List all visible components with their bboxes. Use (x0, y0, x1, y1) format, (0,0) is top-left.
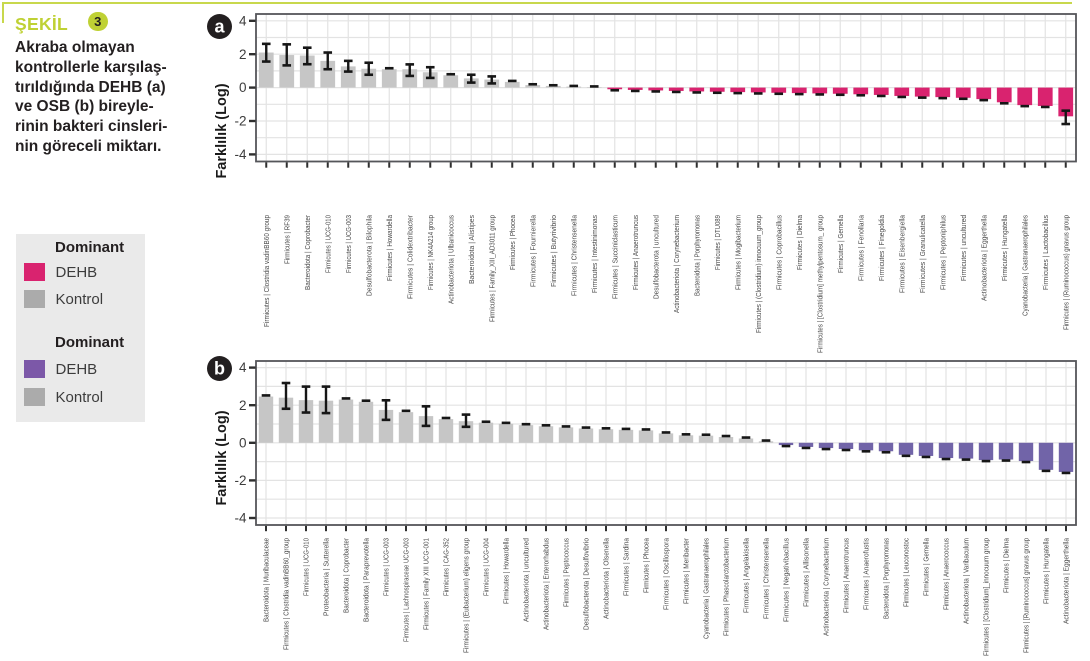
svg-text:Firmicutes | Allisonella: Firmicutes | Allisonella (802, 537, 811, 607)
svg-text:Firmicutes | Hungatella: Firmicutes | Hungatella (1000, 214, 1009, 281)
svg-text:Cyanobacteria | Gastranaerophi: Cyanobacteria | Gastranaerophilales (702, 538, 711, 639)
svg-text:Firmicutes | (Clostridium) inn: Firmicutes | (Clostridium) innocuum_grou… (754, 215, 763, 333)
svg-text:Actinobacteriota | Enterorhabd: Actinobacteriota | Enterorhabdus (542, 538, 551, 630)
svg-text:Firmicutes | Lachnospiraceae U: Firmicutes | Lachnospiraceae UCG-003 (402, 538, 411, 642)
svg-text:Firmicutes | Lactobacillus: Firmicutes | Lactobacillus (1041, 215, 1050, 290)
svg-text:Firmicutes | Oscillospora: Firmicutes | Oscillospora (662, 537, 671, 610)
svg-text:Actinobacteriota | uncultured: Actinobacteriota | uncultured (522, 538, 531, 622)
svg-text:Firmicutes | Anaerotruncus: Firmicutes | Anaerotruncus (631, 215, 640, 290)
svg-text:Firmicutes | Dielma: Firmicutes | Dielma (795, 214, 804, 270)
svg-text:Firmicutes | [Ruminococcus] gn: Firmicutes | [Ruminococcus] gnavus group (1022, 538, 1031, 653)
svg-text:4: 4 (239, 13, 247, 28)
svg-text:-4: -4 (234, 511, 246, 526)
svg-text:Firmicutes | Finegoldia: Firmicutes | Finegoldia (877, 214, 886, 281)
svg-text:Firmicutes | CAG-352: Firmicutes | CAG-352 (442, 538, 451, 596)
svg-text:2: 2 (239, 47, 247, 62)
svg-text:2: 2 (239, 398, 247, 413)
svg-text:Firmicutes | Phascolarctobacte: Firmicutes | Phascolarctobacterium (722, 538, 731, 636)
svg-text:Firmicutes | Angelakisella: Firmicutes | Angelakisella (742, 537, 751, 613)
svg-text:Firmicutes | Gemella: Firmicutes | Gemella (836, 214, 845, 273)
svg-text:Firmicutes | NK4A214 group: Firmicutes | NK4A214 group (426, 215, 435, 290)
svg-text:Bacteroidota | Porphyromonas: Bacteroidota | Porphyromonas (882, 538, 891, 619)
svg-text:Firmicutes | Anaerofustis: Firmicutes | Anaerofustis (862, 538, 871, 610)
svg-text:Cyanobacteria | Gastranaerophi: Cyanobacteria | Gastranaerophilales (1020, 215, 1029, 316)
svg-text:Bacteroidota | Paraprevotella: Bacteroidota | Paraprevotella (362, 537, 371, 622)
svg-text:Desulfobacterota | Desulfovibr: Desulfobacterota | Desulfovibrio (582, 538, 591, 630)
svg-text:Firmicutes | Phocea: Firmicutes | Phocea (642, 537, 651, 593)
svg-text:Firmicutes | Family XIII UCG-0: Firmicutes | Family XIII UCG-001 (422, 538, 431, 630)
svg-text:Firmicutes | Phocea: Firmicutes | Phocea (508, 214, 517, 270)
svg-text:Firmicutes | Butyrivibrio: Firmicutes | Butyrivibrio (549, 215, 558, 287)
svg-text:Bacteroidota | Coprobacter: Bacteroidota | Coprobacter (303, 215, 312, 290)
svg-text:Firmicutes | Peptoniphilus: Firmicutes | Peptoniphilus (938, 215, 947, 290)
svg-text:Firmicutes | (Ruminococcus) gn: Firmicutes | (Ruminococcus) gnavus group (1061, 215, 1070, 330)
svg-text:Firmicutes | Gemella: Firmicutes | Gemella (922, 537, 931, 596)
svg-text:Firmicutes | Leuconostoc: Firmicutes | Leuconostoc (902, 538, 911, 607)
svg-text:4: 4 (239, 360, 247, 375)
svg-text:Firmicutes | Anaerococcus: Firmicutes | Anaerococcus (942, 538, 951, 610)
svg-text:Firmicutes | Negativibacillus: Firmicutes | Negativibacillus (782, 538, 791, 622)
svg-text:Firmicutes | Mogibacterium: Firmicutes | Mogibacterium (733, 215, 742, 290)
svg-text:Actinobacteriota | Corynebacte: Actinobacteriota | Corynebacterium (672, 215, 681, 313)
svg-text:Firmicutes | Christensenella: Firmicutes | Christensenella (762, 537, 771, 619)
svg-text:Firmicutes | Fenollaria: Firmicutes | Fenollaria (856, 214, 865, 281)
svg-text:Actinobacteriota | Ulbanicoccu: Actinobacteriota | Ulbanicoccus (446, 215, 455, 304)
svg-text:Firmicutes | UCG-010: Firmicutes | UCG-010 (302, 538, 311, 596)
svg-text:Firmicutes | Meribacter: Firmicutes | Meribacter (682, 538, 691, 604)
svg-text:Firmicutes | Sardina: Firmicutes | Sardina (622, 537, 631, 596)
svg-text:0: 0 (239, 435, 247, 450)
svg-text:Actinobacteriota | Corynebacte: Actinobacteriota | Corynebacterium (822, 538, 831, 636)
svg-text:Firmicutes | Dielma: Firmicutes | Dielma (1002, 537, 1011, 593)
svg-text:Firmicutes | Christensenella: Firmicutes | Christensenella (569, 214, 578, 296)
svg-text:Desulfobacterota | Bilophila: Desulfobacterota | Bilophila (364, 214, 373, 296)
svg-text:Firmicutes | UCG-003: Firmicutes | UCG-003 (382, 538, 391, 596)
svg-text:Bacteroidota | Porphyromonas: Bacteroidota | Porphyromonas (692, 215, 701, 296)
svg-text:-2: -2 (234, 473, 246, 488)
svg-text:Firmicutes | UCG-004: Firmicutes | UCG-004 (482, 538, 491, 596)
svg-text:-4: -4 (234, 147, 246, 162)
svg-text:Firmicutes | DTU089: Firmicutes | DTU089 (713, 215, 722, 270)
svg-text:Firmicutes | Howardella: Firmicutes | Howardella (385, 214, 394, 281)
svg-text:Firmicutes | UCG-010: Firmicutes | UCG-010 (323, 215, 332, 273)
svg-text:Firmicutes | Coprobacillus: Firmicutes | Coprobacillus (774, 215, 783, 290)
svg-text:0: 0 (239, 80, 247, 95)
svg-text:Firmicutes | Eisenbergiella: Firmicutes | Eisenbergiella (897, 214, 906, 293)
svg-text:Firmicutes | Howardella: Firmicutes | Howardella (502, 537, 511, 604)
svg-text:Firmicutes | RF39: Firmicutes | RF39 (282, 215, 291, 264)
svg-text:Firmicutes | Fournierella: Firmicutes | Fournierella (528, 214, 537, 287)
svg-text:Firmicutes | uncultured: Firmicutes | uncultured (959, 215, 968, 281)
svg-text:Actinobacteriota | Eggerthella: Actinobacteriota | Eggerthella (1062, 537, 1071, 624)
svg-text:Proteobacteria | Sutterella: Proteobacteria | Sutterella (322, 537, 331, 616)
svg-text:Actinobacteriota | Olsenella: Actinobacteriota | Olsenella (602, 537, 611, 619)
svg-text:Firmicutes | Anaerotruncus: Firmicutes | Anaerotruncus (842, 538, 851, 613)
svg-text:Firmicutes | Peptococcus: Firmicutes | Peptococcus (562, 538, 571, 607)
svg-text:Desulfobacterota | uncultured: Desulfobacterota | uncultured (651, 215, 660, 299)
svg-text:Actinobacteriota | Eggerthella: Actinobacteriota | Eggerthella (979, 214, 988, 301)
svg-text:a: a (214, 17, 225, 37)
svg-text:Firmicutes | Succiniclasticum: Firmicutes | Succiniclasticum (610, 215, 619, 299)
svg-text:Firmicutes | [Clostridium] met: Firmicutes | [Clostridium] methylpentosu… (815, 215, 824, 353)
svg-text:Farklılık (Log): Farklılık (Log) (214, 410, 230, 505)
svg-text:Firmicutes | Clostridia vadinB: Firmicutes | Clostridia vadinBB60 group (262, 215, 271, 327)
svg-text:Farklılık (Log): Farklılık (Log) (214, 83, 230, 178)
svg-text:Bacteroidota | Coprobacter: Bacteroidota | Coprobacter (342, 538, 351, 613)
svg-text:Firmicutes | (Eubacterium) eli: Firmicutes | (Eubacterium) eligens group (462, 538, 471, 653)
svg-text:Firmicutes | Hungatella: Firmicutes | Hungatella (1042, 537, 1051, 604)
svg-text:Firmicutes | [Clostridium]_inn: Firmicutes | [Clostridium]_innocuum grou… (982, 538, 991, 656)
svg-text:Bacteroidota | Muribaculaceae: Bacteroidota | Muribaculaceae (262, 538, 271, 622)
svg-text:Firmicutes | UCG-003: Firmicutes | UCG-003 (344, 215, 353, 273)
svg-text:Firmicutes | Granulicatella: Firmicutes | Granulicatella (918, 214, 927, 293)
svg-text:-2: -2 (234, 114, 246, 129)
svg-text:Firmicutes | Family_XIII_AD301: Firmicutes | Family_XIII_AD3011 group (487, 215, 496, 322)
svg-text:Firmicutes | Colidextribacter: Firmicutes | Colidextribacter (405, 215, 414, 299)
svg-text:Actinobacteriota | Varibaculum: Actinobacteriota | Varibaculum (962, 538, 971, 624)
svg-text:b: b (214, 359, 225, 379)
svg-text:Firmicutes | Intestinimonas: Firmicutes | Intestinimonas (590, 215, 599, 293)
svg-text:Firmicutes | Clostridia vadinB: Firmicutes | Clostridia vadinBB60_group (282, 538, 291, 650)
svg-text:Bacteroidota | Alistipes: Bacteroidota | Alistipes (467, 215, 476, 284)
